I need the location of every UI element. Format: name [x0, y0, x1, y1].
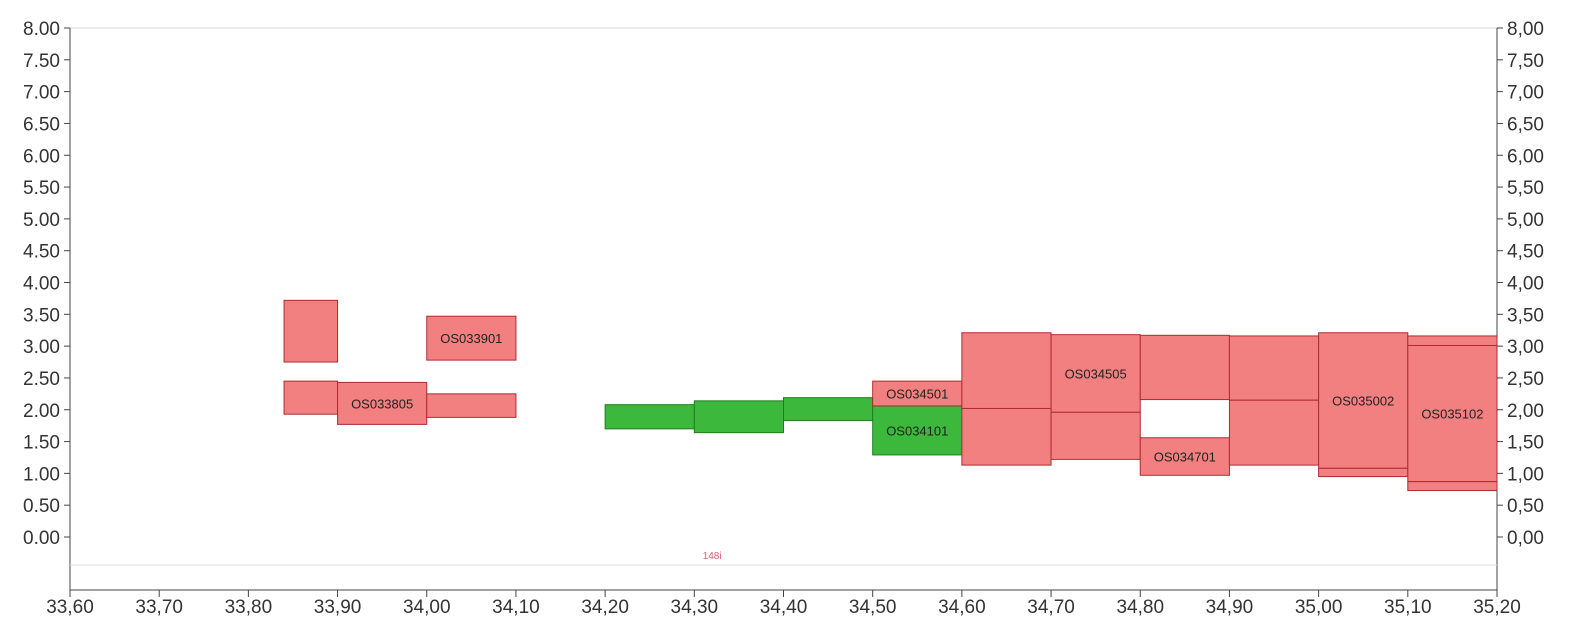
x-tick-label: 33,70 — [135, 597, 183, 618]
x-tick-label: 34,30 — [671, 597, 719, 618]
range-block-10 — [961, 332, 1052, 409]
reference-marker-label: 148i — [703, 551, 722, 562]
y-tick-label-left: 0.50 — [23, 496, 60, 517]
range-block-15 — [1050, 411, 1141, 460]
y-tick-label-left: 5.50 — [23, 178, 60, 199]
range-block-17 — [1228, 399, 1320, 466]
y-tick-label-left: 3.00 — [23, 337, 60, 358]
reference-marker: 148i — [703, 551, 722, 562]
range-block-5 — [604, 404, 695, 430]
range-block-os035102 — [1407, 344, 1498, 483]
y-tick-label-left: 7.50 — [23, 51, 60, 72]
x-tick-label: 35,20 — [1473, 597, 1521, 618]
y-tick-label-right: 4,00 — [1507, 274, 1544, 295]
x-tick-label: 34,10 — [492, 597, 540, 618]
range-block-12 — [1139, 334, 1230, 401]
range-block-4 — [426, 393, 517, 418]
range-block-os033805 — [337, 381, 428, 425]
y-tick-label-left: 6.50 — [23, 114, 60, 135]
x-tick-label: 33,90 — [314, 597, 362, 618]
range-block-19 — [1318, 467, 1409, 478]
x-tick-label: 35,00 — [1295, 597, 1343, 618]
range-block-22 — [1407, 481, 1498, 492]
x-tick-label: 33,60 — [46, 597, 94, 618]
range-block-0 — [283, 299, 339, 363]
y-tick-label-right: 7,50 — [1507, 51, 1544, 72]
block-label: OS033805 — [351, 396, 413, 411]
block-label: OS034101 — [886, 423, 948, 438]
y-tick-label-right: 8,00 — [1507, 19, 1544, 40]
x-tick-label: 35,10 — [1384, 597, 1432, 618]
y-tick-label-left: 3.50 — [23, 305, 60, 326]
x-tick-label: 34,50 — [849, 597, 897, 618]
y-tick-label-right: 3,00 — [1507, 337, 1544, 358]
y-tick-label-left: 6.00 — [23, 146, 60, 167]
range-block-13 — [1228, 335, 1320, 401]
y-tick-label-left: 7.00 — [23, 83, 60, 104]
y-tick-label-right: 4,50 — [1507, 242, 1544, 263]
y-tick-label-left: 5.00 — [23, 210, 60, 231]
x-tick-label: 34,70 — [1027, 597, 1075, 618]
block-label: OS034501 — [886, 387, 948, 402]
block-label: OS035002 — [1332, 394, 1394, 409]
x-tick-label: 34,20 — [581, 597, 629, 618]
y-tick-label-left: 2.50 — [23, 369, 60, 390]
block-label: OS034701 — [1154, 450, 1216, 465]
y-tick-label-left: 1.00 — [23, 464, 60, 485]
block-label: OS035102 — [1421, 407, 1483, 422]
y-tick-label-right: 2,50 — [1507, 369, 1544, 390]
range-block-os035002 — [1318, 332, 1409, 469]
y-tick-label-left: 8.00 — [23, 19, 60, 40]
y-tick-label-left: 4.50 — [23, 242, 60, 263]
x-tick-label: 34,80 — [1116, 597, 1164, 618]
block-label: OS033901 — [440, 331, 502, 346]
range-block-14 — [961, 407, 1052, 466]
x-tick-label: 34,00 — [403, 597, 451, 618]
x-tick-label: 33,80 — [225, 597, 273, 618]
range-block-7 — [783, 397, 874, 422]
y-tick-label-left: 1.50 — [23, 433, 60, 454]
range-block-os034505 — [1050, 334, 1141, 413]
y-tick-label-right: 5,50 — [1507, 178, 1544, 199]
y-tick-label-left: 2.00 — [23, 401, 60, 422]
y-tick-label-right: 6,00 — [1507, 146, 1544, 167]
range-block-6 — [693, 400, 784, 434]
axes: 0.00 0,00 0.50 0,50 1.00 1,00 1.50 1,50 2.00 2,00… — [23, 19, 1544, 618]
y-tick-label-right: 6,50 — [1507, 114, 1544, 135]
range-block-2 — [283, 380, 339, 415]
block-label: OS034505 — [1065, 366, 1127, 381]
range-block-21 — [1407, 335, 1498, 346]
range-block-os033901 — [426, 315, 517, 361]
y-tick-label-right: 1,00 — [1507, 464, 1544, 485]
y-tick-label-right: 5,00 — [1507, 210, 1544, 231]
range-blocks: OS033901 OS033805 OS034101 OS034501 OS034505… — [283, 299, 1498, 492]
y-tick-label-left: 4.00 — [23, 274, 60, 295]
y-tick-label-right: 2,00 — [1507, 401, 1544, 422]
y-tick-label-right: 1,50 — [1507, 433, 1544, 454]
x-tick-label: 34,40 — [760, 597, 808, 618]
x-tick-label: 34,90 — [1206, 597, 1254, 618]
y-tick-label-right: 7,00 — [1507, 83, 1544, 104]
y-tick-label-right: 0,00 — [1507, 528, 1544, 549]
y-tick-label-left: 0.00 — [23, 528, 60, 549]
x-tick-label: 34,60 — [938, 597, 986, 618]
y-tick-label-right: 3,50 — [1507, 305, 1544, 326]
y-tick-label-right: 0,50 — [1507, 496, 1544, 517]
